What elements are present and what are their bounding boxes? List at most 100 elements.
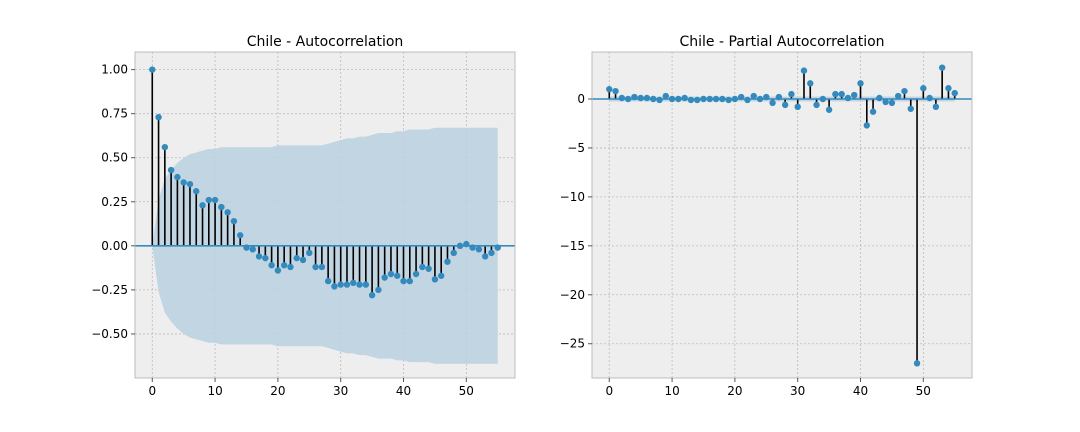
pacf-point-lag-0 — [606, 86, 613, 93]
pacf-ytick-label-2: −15 — [560, 239, 585, 253]
acf-point-lag-38 — [387, 270, 395, 278]
acf-point-lag-48 — [450, 249, 457, 257]
acf-ytick-label-6: 1.00 — [101, 63, 128, 77]
pacf-point-lag-19 — [725, 96, 732, 104]
pacf-point-lag-32 — [807, 80, 814, 87]
acf-ytick-label-0: −0.50 — [91, 327, 128, 341]
acf-point-lag-52 — [475, 246, 483, 253]
pacf-point-lag-2 — [618, 94, 626, 102]
acf-ytick-label-1: −0.25 — [91, 283, 128, 297]
pacf-point-lag-9 — [662, 92, 670, 100]
acf-point-lag-10 — [211, 196, 219, 204]
pacf-point-lag-3 — [624, 95, 632, 103]
pacf-xtick-label-1: 10 — [664, 384, 679, 398]
acf-point-lag-2 — [161, 143, 169, 151]
pacf-point-lag-49 — [913, 360, 921, 367]
acf-point-lag-6 — [186, 180, 194, 188]
acf-point-lag-0 — [149, 66, 156, 73]
pacf-point-lag-23 — [750, 92, 757, 100]
acf-ytick-label-3: 0.25 — [101, 195, 128, 209]
pacf-point-lag-10 — [668, 95, 676, 103]
acf-axes-frame — [134, 51, 516, 379]
acf-point-lag-37 — [381, 274, 388, 281]
pacf-point-lag-55 — [951, 89, 958, 97]
acf-point-lag-28 — [324, 277, 332, 285]
acf-point-lag-35 — [368, 291, 376, 299]
pacf-point-lag-38 — [844, 94, 852, 102]
pacf-point-lag-21 — [737, 93, 745, 101]
pacf-xtick-label-5: 50 — [916, 384, 931, 398]
pacf-point-lag-8 — [656, 96, 663, 104]
acf-point-lag-1 — [155, 114, 162, 121]
pacf-point-lag-33 — [813, 101, 820, 109]
pacf-point-lag-1 — [612, 87, 619, 95]
pacf-point-lag-30 — [794, 103, 801, 111]
acf-point-lag-39 — [394, 272, 401, 279]
acf-point-lag-42 — [412, 270, 420, 278]
acf-point-lag-33 — [356, 281, 363, 288]
pacf-point-lag-7 — [650, 95, 657, 103]
pacf-point-lag-26 — [769, 99, 776, 107]
acf-title: Chile - Autocorrelation — [247, 34, 404, 50]
acf-point-lag-22 — [287, 263, 294, 271]
pacf-point-lag-14 — [694, 96, 701, 104]
acf-point-lag-50 — [463, 240, 470, 248]
acf-point-lag-36 — [375, 286, 382, 294]
acf-point-lag-13 — [230, 217, 238, 225]
acf-point-lag-34 — [362, 281, 370, 288]
pacf-point-lag-52 — [932, 103, 940, 111]
pacf-point-lag-46 — [894, 92, 902, 100]
acf-point-lag-4 — [174, 173, 181, 181]
acf-point-lag-17 — [255, 253, 263, 260]
pacf-point-lag-4 — [631, 93, 638, 101]
acf-point-lag-9 — [205, 196, 213, 204]
acf-point-lag-27 — [318, 263, 326, 271]
pacf-xtick-label-0: 0 — [605, 384, 613, 398]
pacf-ytick-label-3: −10 — [560, 190, 585, 204]
acf-xtick-label-4: 40 — [396, 384, 411, 398]
pacf-point-lag-53 — [938, 64, 946, 71]
acf-point-lag-44 — [425, 265, 432, 272]
pacf-point-lag-43 — [876, 94, 883, 102]
acf-point-lag-47 — [444, 258, 451, 265]
pacf-point-lag-29 — [788, 90, 795, 98]
acf-point-lag-8 — [199, 202, 206, 209]
pacf-point-lag-15 — [700, 95, 707, 103]
pacf-point-lag-36 — [832, 90, 839, 98]
pacf-axes-background — [592, 52, 972, 378]
pacf-point-lag-25 — [763, 93, 770, 101]
pacf-title: Chile - Partial Autocorrelation — [679, 34, 884, 50]
pacf-point-lag-13 — [687, 96, 695, 104]
pacf-point-lag-41 — [863, 122, 870, 129]
acf-point-lag-31 — [343, 281, 351, 288]
pacf-ytick-label-4: −5 — [567, 141, 585, 155]
acf-point-lag-15 — [243, 244, 250, 251]
pacf-ytick-label-5: 0 — [577, 92, 585, 106]
acf-ytick-label-2: 0.00 — [101, 239, 128, 253]
acf-point-lag-14 — [237, 232, 244, 239]
pacf-point-lag-31 — [800, 67, 808, 74]
pacf-axes-frame — [591, 51, 973, 379]
pacf-point-lag-45 — [888, 99, 896, 107]
pacf-point-lag-12 — [681, 94, 688, 102]
pacf-point-lag-16 — [706, 95, 713, 103]
pacf-point-lag-24 — [756, 95, 764, 103]
acf-point-lag-23 — [293, 254, 300, 262]
acf-point-lag-32 — [350, 279, 357, 287]
acf-point-lag-12 — [224, 209, 231, 216]
acf-point-lag-30 — [337, 281, 344, 288]
acf-point-lag-19 — [268, 262, 275, 269]
acf-point-lag-3 — [167, 166, 175, 174]
pacf-point-lag-39 — [851, 91, 858, 99]
pacf-point-lag-40 — [857, 80, 864, 87]
pacf-point-lag-28 — [781, 101, 789, 109]
acf-ytick-label-5: 0.75 — [101, 107, 128, 121]
pacf-point-lag-47 — [901, 87, 908, 95]
acf-panel: 0 10 20 30 40 50 −0.50 −0.25 0.00 0.25 0.50 0.75 1.0… — [91, 34, 516, 398]
pacf-point-lag-35 — [825, 106, 833, 113]
acf-point-lag-41 — [406, 277, 413, 285]
acf-point-lag-53 — [481, 253, 489, 260]
acf-point-lag-11 — [218, 203, 225, 211]
pacf-point-lag-27 — [775, 93, 783, 101]
acf-point-lag-46 — [437, 272, 445, 279]
